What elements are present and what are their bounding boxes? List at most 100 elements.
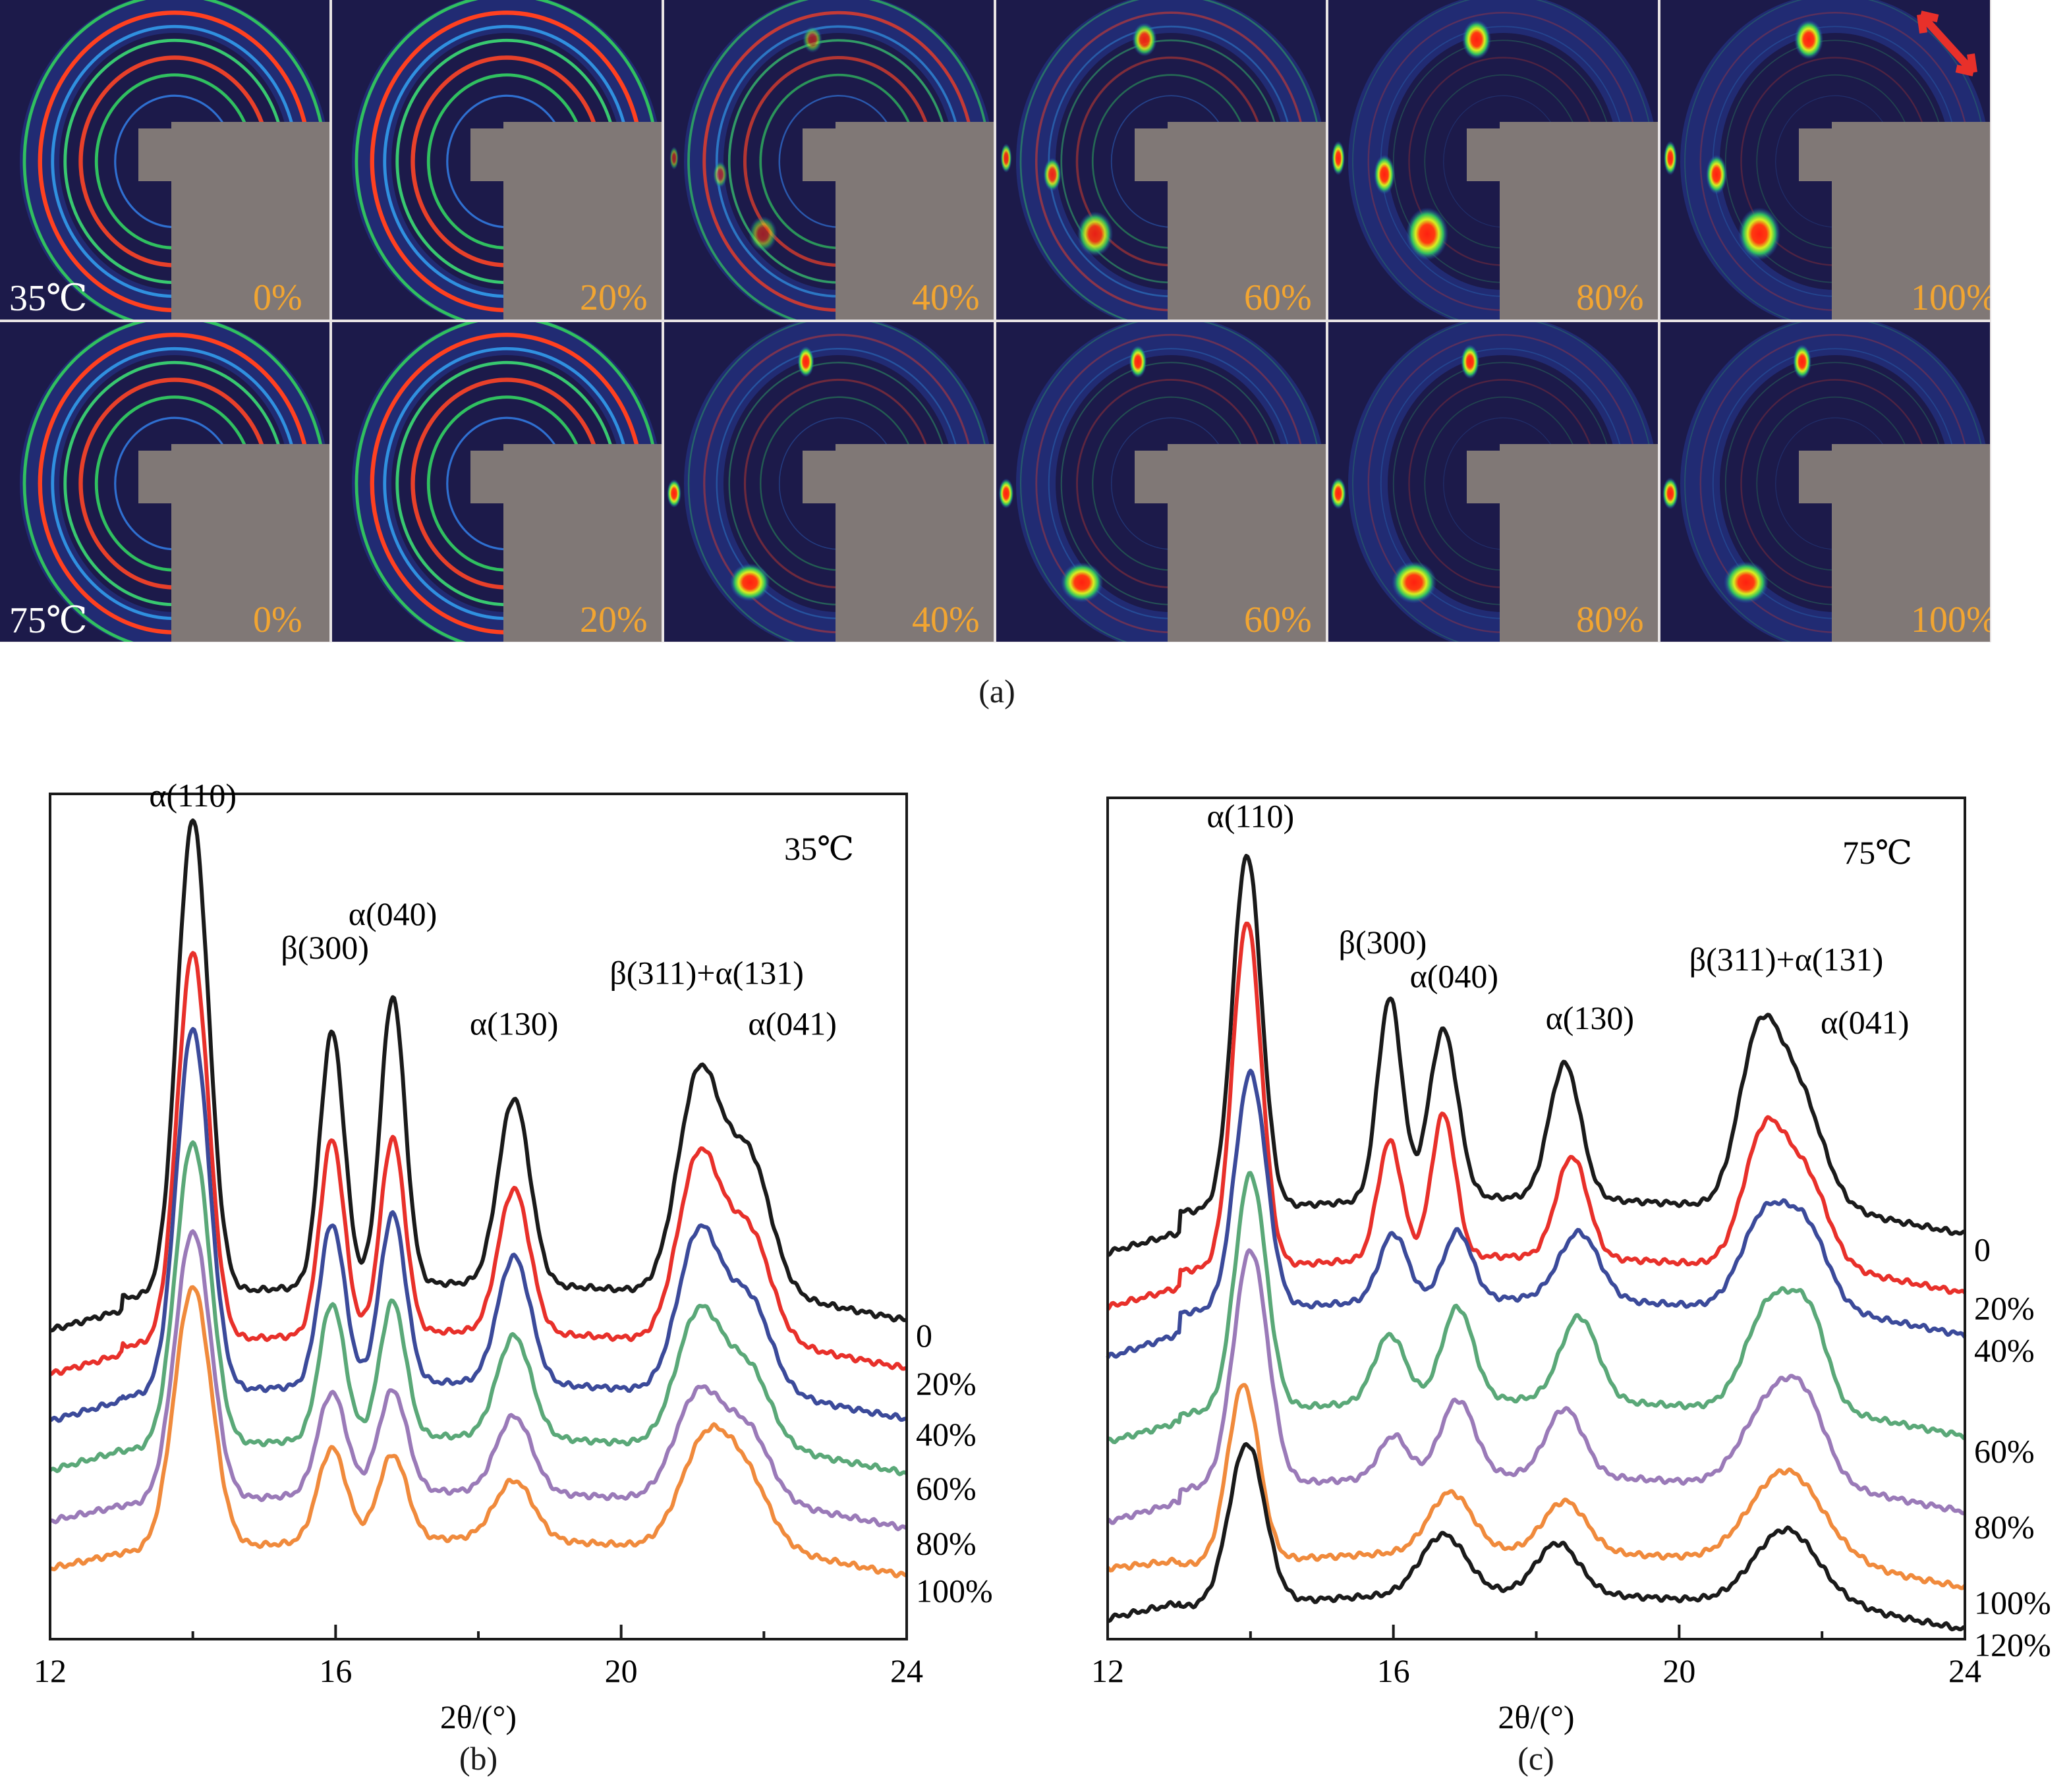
peak-annotation: α(040) [1410, 957, 1499, 994]
strain-label: 60% [1244, 600, 1312, 640]
diffraction-spot [1060, 562, 1104, 603]
waxd-panel: 0% 35℃ [0, 0, 329, 320]
waxd-panel: 20% [332, 322, 662, 642]
strain-label: 100% [1911, 277, 1990, 318]
diffraction-spot [803, 26, 822, 53]
beamstop-mask [803, 128, 842, 181]
series-line-120pct [1106, 1442, 1966, 1632]
stretch-direction-arrow-icon [1917, 11, 1977, 76]
series-line-60pct [1106, 1171, 1966, 1445]
strain-label: 20% [580, 277, 648, 318]
beamstop-mask [836, 444, 994, 642]
beamstop-mask [1135, 128, 1174, 181]
beamstop-mask [1832, 444, 1990, 642]
beamstop-mask [1467, 128, 1506, 181]
chart-c: 0 20% 40% 60% 80% 100% 120% 12 16 20 24 2θ/(°) 75℃ α(… [1091, 797, 2051, 1735]
temperature-label: 75℃ [9, 600, 88, 641]
series-label: 20% [1974, 1290, 2035, 1327]
chart-title: 35℃ [784, 830, 854, 867]
strain-label: 60% [1244, 277, 1312, 318]
x-axis-label: 2θ/(°) [440, 1698, 517, 1735]
peak-annotation: α(110) [1207, 798, 1295, 835]
diffraction-spot [1662, 478, 1678, 509]
strain-label: 40% [912, 600, 980, 640]
diffraction-spot [1706, 155, 1727, 194]
panel-a-caption: (a) [978, 673, 1015, 710]
series-label: 80% [916, 1525, 977, 1561]
strain-label: 80% [1576, 277, 1644, 318]
diffraction-spot [1664, 141, 1677, 175]
beamstop-mask [171, 122, 329, 320]
diffraction-spot [1794, 20, 1823, 59]
diffraction-spot [667, 479, 681, 508]
series-label: 60% [916, 1470, 977, 1507]
peak-annotation: α(041) [1821, 1004, 1910, 1041]
strain-label: 40% [912, 277, 980, 318]
x-tick-label: 20 [1662, 1652, 1695, 1689]
panel-b-caption: (b) [459, 1740, 498, 1777]
diffraction-spot [1392, 561, 1436, 603]
diffraction-spot [669, 146, 679, 170]
x-tick-label: 12 [34, 1652, 67, 1689]
chart-b: 0 20% 40% 60% 80% 100% 12 16 20 24 2θ/(°) 35℃ α(110)… [34, 777, 993, 1735]
strain-label: 20% [580, 600, 648, 640]
diffraction-spot [1724, 561, 1769, 603]
waxd-panel: 80% [1328, 0, 1658, 320]
strain-label: 100% [1911, 600, 1990, 640]
series-label: 0 [1974, 1231, 1991, 1268]
peak-annotation: β(311)+α(131) [1689, 941, 1884, 978]
diffraction-spot [1043, 157, 1062, 192]
diffraction-spot [1462, 20, 1491, 59]
chart-title: 75℃ [1842, 834, 1912, 871]
x-tick-label: 24 [1948, 1652, 1981, 1689]
waxd-panel: 20% [332, 0, 662, 320]
series-label: 100% [916, 1572, 993, 1609]
series-line-60pct [49, 1140, 908, 1476]
series-label: 60% [1974, 1433, 2035, 1470]
diffraction-spot [1793, 345, 1811, 379]
diffraction-spot [1738, 208, 1780, 260]
peak-annotation: β(311)+α(131) [609, 955, 804, 992]
temperature-label: 35℃ [9, 278, 88, 319]
diffraction-spot [797, 346, 814, 378]
series-line-40pct [1106, 1069, 1967, 1359]
beamstop-mask [138, 451, 178, 503]
series-line-0 [49, 818, 907, 1333]
beamstop-mask [503, 122, 662, 320]
strain-label: 0% [253, 277, 302, 318]
diffraction-spot [729, 563, 770, 602]
peak-annotation: α(130) [1546, 999, 1635, 1036]
series-label: 20% [916, 1365, 977, 1402]
beamstop-mask [171, 444, 329, 642]
x-tick-label: 12 [1091, 1652, 1124, 1689]
diffraction-spot [1461, 345, 1479, 379]
waxd-panel: 80% [1328, 322, 1658, 642]
panel-c-caption: (c) [1517, 1740, 1554, 1777]
beamstop-mask [138, 128, 178, 181]
waxd-panel: 0% 75℃ [0, 322, 329, 642]
diffraction-spot [1129, 345, 1147, 378]
series-line-20pct [1106, 921, 1967, 1311]
series-line-40pct [49, 1026, 908, 1423]
series-label: 0 [916, 1317, 932, 1354]
series-line-80pct [49, 1229, 908, 1532]
series-line-80pct [1106, 1248, 1966, 1525]
beamstop-mask [470, 128, 510, 181]
strain-label: 0% [253, 600, 302, 640]
diffraction-spot [1406, 208, 1448, 260]
beamstop-mask [1135, 451, 1174, 503]
waxd-panel: 100% [1660, 322, 1990, 642]
peak-annotation: β(300) [1339, 924, 1427, 961]
beamstop-mask [1832, 122, 1990, 320]
waxd-panel: 40% [664, 0, 994, 320]
waxd-panel: 60% [996, 0, 1326, 320]
beamstop-mask [836, 122, 994, 320]
beamstop-mask [1500, 444, 1658, 642]
waxd-panel: 100% [1660, 0, 1990, 320]
series-label: 40% [916, 1416, 977, 1453]
beamstop-mask [1467, 451, 1506, 503]
diffraction-spot [1332, 141, 1345, 175]
diffraction-spot [1132, 22, 1157, 57]
diffraction-spot [1000, 143, 1012, 173]
